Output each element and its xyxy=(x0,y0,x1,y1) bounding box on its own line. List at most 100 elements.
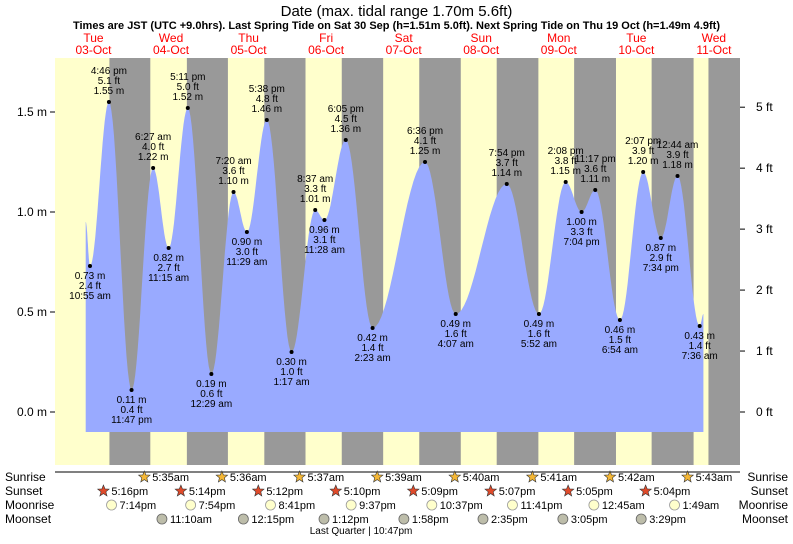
tide-point xyxy=(322,218,327,222)
sunset-time: 5:14pm xyxy=(189,486,226,498)
sunset-icon xyxy=(406,484,420,497)
tide-label: 3.3 ft xyxy=(304,184,326,195)
tide-label: 1.18 m xyxy=(662,160,693,171)
moonset-icon xyxy=(237,513,249,525)
tide-point xyxy=(209,372,214,376)
sunrise-icon xyxy=(215,470,229,483)
y-tick-label-ft: 5 ft xyxy=(756,100,773,114)
row-label-left: Sunset xyxy=(5,484,43,498)
tide-point xyxy=(244,230,249,234)
tide-label: 1:17 am xyxy=(273,377,309,388)
moonset-time: 3:05pm xyxy=(571,514,608,526)
day-of-week-label: Sun xyxy=(471,31,492,45)
tide-curve xyxy=(85,102,704,432)
tide-label: 6:36 pm xyxy=(407,126,443,137)
moonset-icon xyxy=(557,513,569,525)
moonrise-icon xyxy=(185,499,197,511)
tide-label: 6:54 am xyxy=(602,345,638,356)
sunrise-icon xyxy=(681,470,695,483)
row-label-left: Moonset xyxy=(5,512,52,526)
moonrise-icon xyxy=(345,499,357,511)
tide-point xyxy=(151,166,156,170)
tide-label: 2.9 ft xyxy=(650,253,672,264)
tide-point xyxy=(129,388,134,392)
y-tick-label-m: 0.5 m xyxy=(17,305,47,319)
sunset-icon xyxy=(639,484,653,497)
tide-label: 0.11 m xyxy=(117,395,147,406)
sunset-time: 5:10pm xyxy=(344,486,381,498)
tide-point xyxy=(166,246,171,250)
sunset-icon xyxy=(96,484,110,497)
moonrise-icon xyxy=(106,499,117,511)
tide-label: 2:23 am xyxy=(355,353,391,364)
moonrise-icon xyxy=(507,499,518,511)
y-tick-label-ft: 1 ft xyxy=(756,344,773,358)
day-of-week-label: Wed xyxy=(702,31,726,45)
row-label-right: Moonset xyxy=(742,512,789,526)
date-label: 11-Oct xyxy=(696,43,732,57)
moonrise-icon xyxy=(669,499,680,511)
day-of-week-label: Wed xyxy=(159,31,183,45)
tide-point xyxy=(658,236,663,240)
sunrise-icon xyxy=(293,470,306,483)
tide-label: 11:17 pm xyxy=(575,154,616,165)
tide-label: 1.11 m xyxy=(580,174,610,185)
tide-label: 1.4 ft xyxy=(689,341,711,352)
sunrise-time: 5:35am xyxy=(152,472,189,484)
tide-label: 3.1 ft xyxy=(313,235,335,246)
tide-label: 0.4 ft xyxy=(120,405,142,416)
tide-label: 5.1 ft xyxy=(98,76,120,87)
day-of-week-label: Thu xyxy=(238,31,259,45)
tide-label: 12:44 am xyxy=(657,140,699,151)
sunset-time: 5:09pm xyxy=(421,486,458,498)
tide-label: 1.46 m xyxy=(252,104,283,115)
moonrise-icon xyxy=(588,499,600,511)
sunrise-time: 5:39am xyxy=(385,472,422,484)
moonrise-time: 12:45am xyxy=(602,500,645,512)
moonset-time: 12:15pm xyxy=(251,514,294,526)
tide-point xyxy=(88,264,92,268)
tide-label: 5.0 ft xyxy=(177,82,199,93)
tide-label: 4.8 ft xyxy=(256,94,278,105)
moonrise-icon xyxy=(265,499,276,511)
tide-point xyxy=(453,312,458,316)
day-of-week-label: Sat xyxy=(395,31,414,45)
date-label: 05-Oct xyxy=(231,43,268,57)
tide-label: 6:05 pm xyxy=(328,104,364,115)
date-label: 10-Oct xyxy=(618,43,655,57)
tide-point xyxy=(423,160,428,164)
y-tick-label-ft: 4 ft xyxy=(756,161,773,175)
tide-label: 2.4 ft xyxy=(79,281,101,292)
tide-point xyxy=(617,318,622,322)
tide-label: 11:28 am xyxy=(304,245,345,256)
row-label-right: Sunset xyxy=(751,484,789,498)
sunrise-time: 5:43am xyxy=(696,472,733,484)
tide-label: 0.6 ft xyxy=(200,389,222,400)
date-label: 03-Oct xyxy=(75,43,112,57)
day-of-week-label: Tue xyxy=(83,31,104,45)
tide-label: 11:29 am xyxy=(226,257,267,268)
tide-label: 3.3 ft xyxy=(570,227,592,238)
tide-label: 5:11 pm xyxy=(170,72,205,83)
tide-label: 1.25 m xyxy=(410,146,441,157)
date-label: 08-Oct xyxy=(463,43,500,57)
tide-label: 5:38 pm xyxy=(249,84,285,95)
tide-label: 1.55 m xyxy=(94,86,125,97)
tide-label: 0.90 m xyxy=(232,237,263,248)
moonset-icon xyxy=(477,513,489,525)
tide-label: 0.46 m xyxy=(605,325,636,336)
moonrise-time: 7:14pm xyxy=(120,500,157,512)
tide-label: 2.7 ft xyxy=(158,263,180,274)
tide-point xyxy=(697,324,702,328)
tide-label: 1.5 ft xyxy=(609,335,631,346)
sunset-time: 5:04pm xyxy=(654,486,691,498)
tide-point xyxy=(370,326,375,330)
sunset-time: 5:05pm xyxy=(576,486,613,498)
y-tick-label-ft: 0 ft xyxy=(756,405,773,419)
y-tick-label-ft: 2 ft xyxy=(756,283,773,297)
tide-label: 1.01 m xyxy=(300,194,331,205)
tide-label: 7:54 pm xyxy=(489,148,525,159)
tide-label: 0.42 m xyxy=(357,333,388,344)
sunset-icon xyxy=(484,484,498,497)
date-label: 07-Oct xyxy=(386,43,423,57)
